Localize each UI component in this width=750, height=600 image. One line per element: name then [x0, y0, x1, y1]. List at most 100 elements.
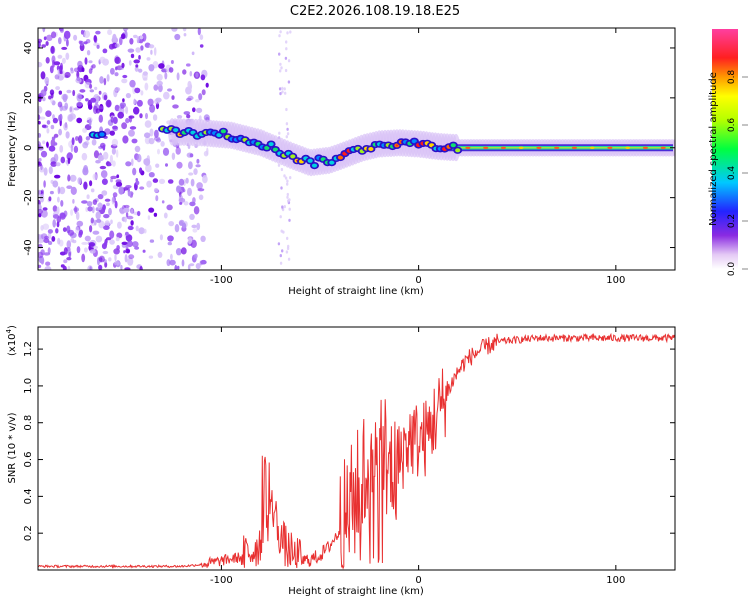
noise-blob: [168, 221, 175, 227]
noise-blob: [50, 92, 54, 99]
ridge-spot: [642, 146, 648, 149]
noise-blob: [38, 61, 43, 68]
noise-blob: [155, 163, 160, 168]
noise-blob: [96, 44, 100, 49]
noise-blob: [192, 107, 196, 113]
noise-blob: [185, 177, 189, 184]
noise-blob: [73, 145, 79, 153]
noise-blob: [125, 231, 129, 236]
noise-blob: [101, 178, 108, 185]
noise-blob: [56, 206, 60, 215]
noise-blob: [59, 113, 63, 121]
noise-blob: [278, 52, 281, 56]
noise-blob: [93, 35, 97, 42]
noise-blob: [107, 29, 113, 36]
noise-blob: [55, 228, 59, 234]
noise-blob: [51, 236, 56, 242]
ridge-spot: [660, 146, 666, 149]
noise-blob: [89, 249, 96, 254]
noise-blob: [57, 196, 60, 203]
noise-blob: [76, 76, 81, 82]
noise-blob: [77, 60, 83, 68]
ridge-blob-core: [268, 142, 274, 147]
noise-blob: [174, 33, 181, 41]
noise-blob: [51, 55, 56, 64]
noise-blob: [89, 89, 95, 93]
noise-blob: [117, 221, 122, 229]
y-tick-label: 0.8: [23, 415, 34, 431]
noise-blob: [81, 67, 85, 72]
noise-blob: [120, 102, 126, 108]
noise-blob: [52, 205, 58, 213]
y-tick-label: 0: [23, 145, 34, 151]
noise-blob: [98, 90, 102, 95]
noise-blob: [133, 98, 136, 105]
noise-blob: [101, 190, 108, 196]
noise-blob: [89, 225, 93, 233]
noise-blob: [108, 207, 112, 216]
noise-blob: [72, 199, 75, 204]
noise-blob: [287, 257, 291, 261]
noise-blob: [127, 225, 134, 231]
noise-blob: [178, 194, 183, 202]
noise-blob: [160, 141, 165, 147]
noise-blob: [196, 107, 203, 114]
noise-blob: [60, 200, 64, 207]
noise-blob: [38, 120, 41, 125]
noise-blob: [38, 204, 42, 211]
noise-blob: [81, 200, 88, 204]
snr-plot-area: [38, 327, 675, 570]
noise-blob: [92, 230, 100, 235]
noise-blob: [286, 192, 289, 197]
noise-blob: [123, 204, 130, 209]
noise-blob: [125, 93, 131, 99]
noise-blob: [38, 38, 43, 43]
spectrogram-ridge: [88, 118, 675, 177]
noise-blob: [148, 255, 154, 259]
noise-blob: [88, 242, 96, 247]
noise-blob: [38, 106, 43, 114]
noise-blob: [84, 57, 88, 65]
noise-blob: [196, 158, 200, 164]
noise-blob: [135, 47, 141, 53]
noise-blob: [66, 89, 72, 94]
noise-blob: [153, 212, 158, 217]
noise-blob: [200, 235, 206, 242]
noise-blob: [287, 80, 291, 84]
noise-blob: [144, 82, 149, 91]
noise-blob: [157, 251, 163, 258]
noise-blob: [281, 249, 284, 253]
noise-blob: [286, 195, 289, 199]
noise-blob: [114, 56, 121, 64]
noise-blob: [126, 240, 133, 248]
noise-blob: [135, 64, 139, 68]
noise-blob: [134, 145, 141, 153]
y-tick-label: 0.4: [23, 488, 34, 504]
noise-blob: [114, 87, 121, 92]
noise-blob: [75, 136, 79, 141]
noise-blob: [189, 70, 193, 77]
noise-blob: [57, 101, 63, 108]
noise-blob: [108, 257, 112, 262]
noise-blob: [43, 167, 48, 176]
noise-blob: [280, 167, 284, 172]
spectrogram-y-ticks: -40 -20 0 20 40: [23, 42, 675, 256]
snr-line: [38, 332, 675, 570]
noise-blob: [113, 116, 118, 124]
noise-blob: [100, 170, 108, 179]
noise-blob: [83, 30, 91, 38]
noise-blob: [285, 250, 289, 254]
ridge-spot: [500, 146, 506, 149]
noise-blob: [97, 194, 104, 200]
noise-blob: [182, 28, 187, 32]
noise-blob: [98, 255, 105, 263]
noise-blob: [98, 264, 103, 270]
noise-blob: [45, 110, 52, 117]
noise-blob: [55, 86, 60, 91]
noise-blob: [110, 175, 118, 180]
noise-blob: [145, 164, 152, 173]
noise-blob: [40, 71, 46, 80]
noise-blob: [47, 247, 51, 255]
noise-blob: [284, 68, 288, 73]
noise-blob: [52, 214, 60, 219]
